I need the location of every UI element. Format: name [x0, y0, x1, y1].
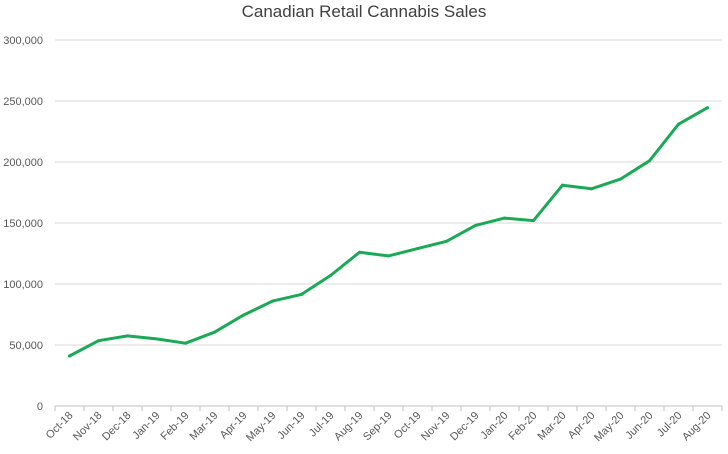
x-tick-label: Jun-19 [275, 410, 307, 442]
y-tick-label: 250,000 [3, 96, 43, 108]
y-tick-label: 50,000 [9, 340, 43, 352]
y-tick-label: 100,000 [3, 279, 43, 291]
y-tick-label: 0 [37, 401, 43, 413]
y-tick-label: 300,000 [3, 35, 43, 47]
x-tick-label: Mar-19 [187, 410, 220, 443]
data-point [648, 159, 651, 163]
data-point [619, 177, 622, 181]
data-point [590, 187, 593, 191]
x-tick-label: Oct-18 [44, 410, 76, 442]
x-tick-label: Dec-19 [448, 410, 482, 444]
data-point [416, 247, 419, 251]
data-point [155, 337, 158, 341]
data-point [706, 106, 709, 110]
data-point [532, 219, 535, 223]
data-point [329, 273, 332, 277]
data-point [126, 334, 129, 338]
x-tick-label: Feb-20 [506, 410, 539, 443]
x-tick-label: Jan-19 [130, 410, 162, 442]
data-point [300, 292, 303, 296]
x-tick-label: Oct-19 [392, 410, 424, 442]
x-axis: Oct-18Nov-18Dec-18Jan-19Feb-19Mar-19Apr-… [44, 405, 723, 444]
series-layer [68, 106, 709, 358]
data-point [242, 313, 245, 317]
x-tick-label: Nov-18 [71, 410, 105, 444]
y-tick-label: 150,000 [3, 218, 43, 230]
x-tick-label: May-19 [244, 410, 278, 444]
data-point [387, 254, 390, 258]
chart-title: Canadian Retail Cannabis Sales [241, 2, 487, 21]
x-tick-label: Aug-19 [332, 410, 366, 444]
data-point [184, 341, 187, 345]
x-tick-label: Nov-19 [419, 410, 453, 444]
data-point [97, 339, 100, 343]
x-tick-label: Dec-18 [100, 410, 134, 444]
x-tick-label: Sep-19 [361, 410, 395, 444]
x-tick-label: Feb-19 [158, 410, 191, 443]
y-axis: 0 50,000 100,000 150,000 200,000 250,000 300,0… [3, 35, 43, 413]
x-tick-label: Jan-20 [478, 410, 510, 442]
data-point [561, 183, 564, 187]
x-tick-label: Aug-20 [680, 410, 714, 444]
y-tick-label: 200,000 [3, 157, 43, 169]
data-point [213, 330, 216, 334]
data-point [445, 239, 448, 243]
data-point [358, 250, 361, 254]
series-line [68, 106, 709, 358]
data-point [68, 354, 71, 358]
data-point [271, 299, 274, 303]
data-point [503, 216, 506, 220]
gridlines [55, 39, 722, 346]
data-point [677, 122, 680, 126]
x-tick-label: Mar-20 [535, 410, 568, 443]
data-point [474, 223, 477, 227]
x-tick-label: May-20 [592, 410, 626, 444]
x-tick-label: Jun-20 [623, 410, 655, 442]
